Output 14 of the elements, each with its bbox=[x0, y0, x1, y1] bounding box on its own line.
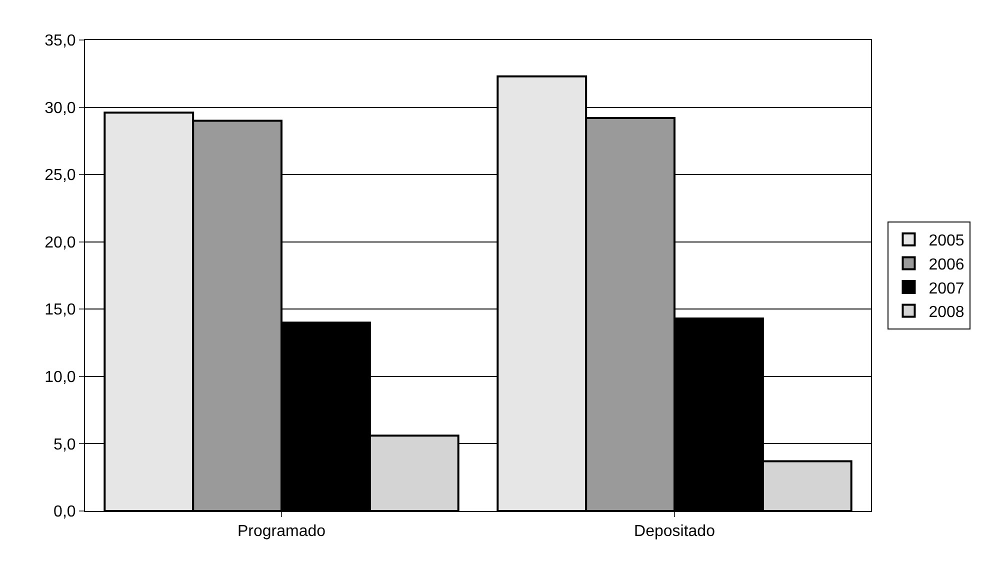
y-tick-label: 20,0 bbox=[44, 234, 76, 252]
y-tick-label: 35,0 bbox=[44, 32, 76, 50]
legend-label: 2006 bbox=[928, 256, 964, 274]
y-tick-label: 15,0 bbox=[44, 302, 76, 319]
y-tick-label: 0,0 bbox=[54, 504, 76, 521]
y-tick-label: 10,0 bbox=[44, 369, 76, 386]
y-tick-label: 5,0 bbox=[54, 436, 76, 454]
legend-label: 2005 bbox=[928, 232, 964, 250]
x-tick-label: Depositado bbox=[634, 523, 716, 540]
legend-label: 2007 bbox=[928, 280, 964, 298]
y-tick-label: 30,0 bbox=[44, 100, 76, 117]
x-tick-label: Programado bbox=[237, 523, 326, 540]
legend-label: 2008 bbox=[928, 304, 964, 322]
y-tick-label: 25,0 bbox=[44, 167, 76, 184]
